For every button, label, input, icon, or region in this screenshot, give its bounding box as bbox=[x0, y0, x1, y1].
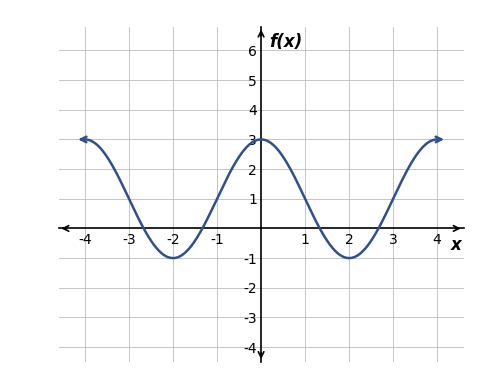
Text: x: x bbox=[450, 236, 461, 254]
Text: f(x): f(x) bbox=[269, 33, 302, 51]
